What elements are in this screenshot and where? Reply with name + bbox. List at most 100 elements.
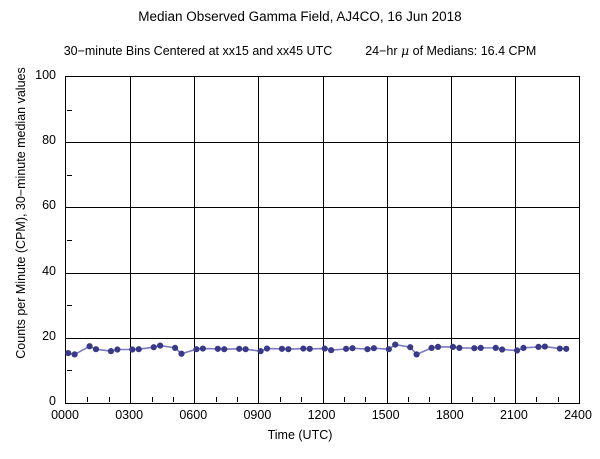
x-minor-tick	[152, 397, 153, 402]
x-tick-label: 0300	[115, 408, 144, 422]
plot-area	[65, 76, 580, 404]
data-point-marker	[342, 345, 350, 352]
data-point-marker	[434, 343, 442, 351]
x-minor-tick	[237, 397, 238, 402]
data-point-marker	[71, 351, 78, 358]
data-point-marker	[541, 343, 548, 350]
y-tick-label: 40	[42, 263, 56, 278]
data-series-median-cpm	[65, 341, 570, 358]
data-point-marker	[300, 345, 307, 352]
data-point-marker	[563, 345, 570, 352]
data-point-marker	[199, 345, 206, 352]
x-minor-tick	[109, 397, 110, 402]
gridline-vertical	[515, 77, 516, 403]
data-point-marker	[471, 345, 478, 352]
data-point-marker	[513, 347, 521, 354]
data-point-marker	[392, 341, 399, 348]
y-tick-label: 0	[49, 394, 56, 408]
gridline-horizontal	[66, 273, 579, 274]
data-point-marker	[221, 346, 228, 353]
data-point-marker	[65, 350, 72, 357]
x-tick-label: 2100	[499, 408, 528, 422]
x-tick-label: 0000	[51, 408, 79, 422]
data-point-marker	[428, 344, 435, 351]
x-minor-tick	[173, 397, 174, 402]
x-tick-label: 1200	[307, 408, 336, 422]
x-tick-label: 0900	[243, 408, 272, 422]
series-line	[68, 343, 567, 356]
data-point-marker	[407, 344, 414, 351]
data-point-marker	[114, 346, 121, 353]
x-minor-tick	[429, 397, 430, 402]
data-point-marker	[456, 344, 463, 351]
data-point-marker	[492, 344, 499, 351]
data-point-marker	[129, 346, 136, 353]
x-minor-tick	[536, 397, 537, 402]
data-point-marker	[449, 343, 457, 351]
data-point-marker	[135, 346, 142, 353]
gridline-horizontal	[66, 338, 579, 339]
data-point-marker	[242, 346, 249, 353]
gridline-vertical	[451, 77, 452, 403]
x-tick-label: 1500	[371, 408, 400, 422]
x-minor-tick	[558, 397, 559, 402]
data-point-marker	[263, 345, 271, 352]
x-minor-tick	[494, 397, 495, 402]
y-minor-tick	[67, 110, 72, 111]
gridline-vertical	[258, 77, 259, 403]
mu-symbol: μ	[401, 43, 410, 58]
y-minor-tick	[67, 175, 72, 176]
data-point-marker	[328, 347, 335, 354]
gridline-vertical	[323, 77, 324, 403]
data-point-marker	[556, 345, 563, 352]
data-point-marker	[499, 346, 506, 353]
x-tick-label: 1800	[435, 408, 464, 422]
data-point-marker	[257, 348, 264, 355]
x-minor-tick	[87, 397, 88, 402]
y-minor-tick	[67, 240, 72, 241]
data-point-marker	[214, 345, 221, 352]
y-minor-tick	[67, 305, 72, 306]
chart-title: Median Observed Gamma Field, AJ4CO, 16 J…	[138, 9, 462, 24]
y-tick-label: 60	[42, 198, 56, 213]
gridline-vertical	[387, 77, 388, 403]
data-point-marker	[107, 348, 115, 355]
x-minor-tick	[472, 397, 473, 402]
x-minor-tick	[408, 397, 409, 402]
data-point-marker	[349, 345, 356, 352]
data-point-marker	[520, 344, 527, 351]
data-point-marker	[236, 345, 243, 352]
y-tick-label: 20	[42, 328, 56, 343]
x-axis-title: Time (UTC)	[267, 428, 333, 442]
gridline-horizontal	[66, 207, 579, 208]
data-point-marker	[477, 344, 484, 351]
gridline-vertical	[130, 77, 131, 403]
data-point-marker	[278, 345, 286, 352]
y-axis-title: Counts per Minute (CPM), 30−minute media…	[14, 67, 28, 359]
y-tick-label: 100	[35, 68, 56, 82]
subtitle-mean-suffix: of Medians: 16.4 CPM	[409, 44, 537, 58]
y-tick-label: 80	[42, 133, 56, 148]
gridline-horizontal	[66, 142, 579, 143]
y-minor-tick	[67, 370, 72, 371]
data-point-marker	[285, 346, 292, 353]
data-point-marker	[321, 345, 328, 352]
data-point-marker	[306, 345, 313, 352]
subtitle-bins-text: 30−minute Bins Centered at xx15 and xx45…	[63, 44, 333, 58]
data-point-marker	[178, 350, 185, 357]
x-tick-label: 0600	[179, 408, 208, 422]
data-point-marker	[385, 346, 392, 353]
data-point-marker	[150, 344, 157, 351]
chart-subtitle: 30−minute Bins Centered at xx15 and xx45…	[0, 43, 600, 58]
gridline-vertical	[194, 77, 195, 403]
x-minor-tick	[301, 397, 302, 402]
data-point-marker	[535, 343, 542, 351]
data-point-marker	[92, 346, 100, 353]
x-tick-label: 2400	[564, 408, 592, 422]
data-point-marker	[364, 346, 371, 353]
data-point-marker	[157, 342, 164, 349]
x-minor-tick	[365, 397, 366, 402]
x-minor-tick	[216, 397, 217, 402]
data-point-marker	[171, 344, 179, 351]
